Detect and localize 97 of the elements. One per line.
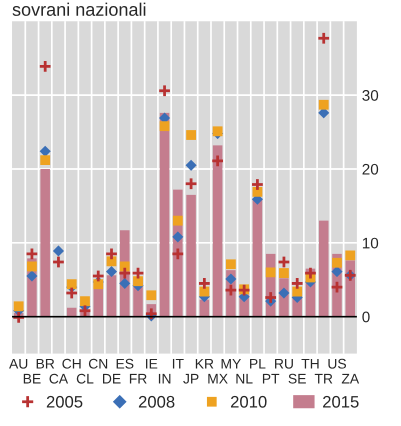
- point: [250, 178, 264, 192]
- point: [158, 84, 172, 98]
- bar: [93, 288, 104, 317]
- point: [186, 160, 197, 171]
- point: [184, 176, 198, 191]
- bar: [318, 220, 329, 317]
- point: [186, 130, 196, 140]
- point: [172, 216, 183, 226]
- point: [316, 32, 330, 46]
- x-tick-label: TH: [302, 358, 319, 369]
- y-tick-label: 0: [362, 312, 370, 322]
- bar: [186, 194, 196, 317]
- point: [277, 255, 291, 269]
- x-tick-label: CN: [88, 358, 108, 369]
- x-tick-label: CA: [50, 374, 68, 384]
- point: [252, 186, 262, 197]
- x-tick-label: RU: [275, 358, 293, 369]
- point: [91, 269, 106, 283]
- point: [144, 306, 158, 320]
- point: [199, 286, 210, 296]
- x-tick-label: MY: [222, 358, 241, 369]
- point: [119, 278, 130, 289]
- point: [292, 286, 302, 296]
- legend-label: 2008: [138, 396, 174, 408]
- legend-label: 2010: [230, 396, 267, 408]
- point: [118, 266, 132, 280]
- point: [80, 296, 90, 306]
- point: [171, 247, 185, 261]
- point: [210, 154, 224, 168]
- x-tick-label: IT: [172, 358, 184, 369]
- x-tick-label: IN: [158, 374, 170, 384]
- bar: [160, 112, 170, 317]
- point: [330, 280, 344, 294]
- x-tick-label: PL: [250, 358, 266, 369]
- y-tick-label: 20: [362, 164, 378, 175]
- point: [106, 266, 118, 278]
- x-tick-label: TR: [314, 374, 332, 384]
- y-tick-label: 10: [362, 238, 378, 249]
- point: [212, 126, 223, 136]
- x-tick-label: CH: [62, 358, 81, 369]
- point: [332, 258, 342, 268]
- point: [279, 268, 289, 278]
- point: [38, 60, 52, 74]
- bar: [212, 145, 222, 317]
- point: [172, 231, 184, 242]
- x-tick-label: US: [328, 358, 346, 369]
- point: [224, 283, 238, 297]
- point: [52, 255, 66, 269]
- point: [133, 276, 143, 286]
- point: [104, 247, 118, 261]
- point: [27, 262, 37, 272]
- point: [318, 100, 329, 110]
- point: [78, 304, 92, 318]
- x-tick-label: PT: [262, 374, 280, 384]
- legend-label: 2015: [323, 396, 359, 408]
- point: [131, 266, 145, 280]
- point: [160, 121, 170, 132]
- point: [198, 276, 212, 290]
- x-tick-label: NL: [236, 374, 253, 384]
- point: [52, 245, 64, 256]
- x-tick-label: BE: [24, 374, 41, 384]
- point: [14, 301, 24, 312]
- x-tick-label: IE: [146, 358, 158, 369]
- point: [264, 290, 278, 304]
- point: [225, 273, 236, 285]
- legend-label: 2005: [46, 396, 82, 408]
- x-tick-label: JP: [183, 374, 198, 384]
- point: [278, 287, 290, 299]
- bar: [200, 300, 210, 317]
- point: [331, 266, 343, 278]
- point: [40, 146, 51, 157]
- point: [25, 247, 39, 261]
- x-tick-label: ZA: [342, 374, 360, 384]
- bar: [40, 168, 50, 317]
- x-tick-label: CL: [76, 374, 94, 384]
- bar: [66, 308, 76, 317]
- point: [26, 270, 38, 282]
- chart-title: sovrani nazionali: [12, 2, 146, 16]
- point: [146, 290, 156, 300]
- bar: [106, 275, 116, 317]
- point: [237, 283, 251, 297]
- x-tick-label: DE: [103, 374, 121, 384]
- x-tick-label: AU: [9, 358, 28, 369]
- point: [266, 267, 276, 278]
- bar: [252, 198, 262, 317]
- point: [226, 259, 236, 270]
- x-tick-label: BR: [36, 358, 54, 369]
- x-tick-label: KR: [196, 358, 214, 369]
- x-tick-label: FR: [130, 374, 147, 384]
- point: [290, 276, 304, 290]
- x-tick-label: SE: [288, 374, 306, 384]
- x-tick-label: MX: [208, 374, 228, 384]
- y-tick-label: 30: [362, 90, 378, 101]
- x-tick-label: ES: [116, 358, 134, 369]
- point: [304, 266, 318, 280]
- point: [345, 250, 356, 260]
- point: [40, 155, 50, 166]
